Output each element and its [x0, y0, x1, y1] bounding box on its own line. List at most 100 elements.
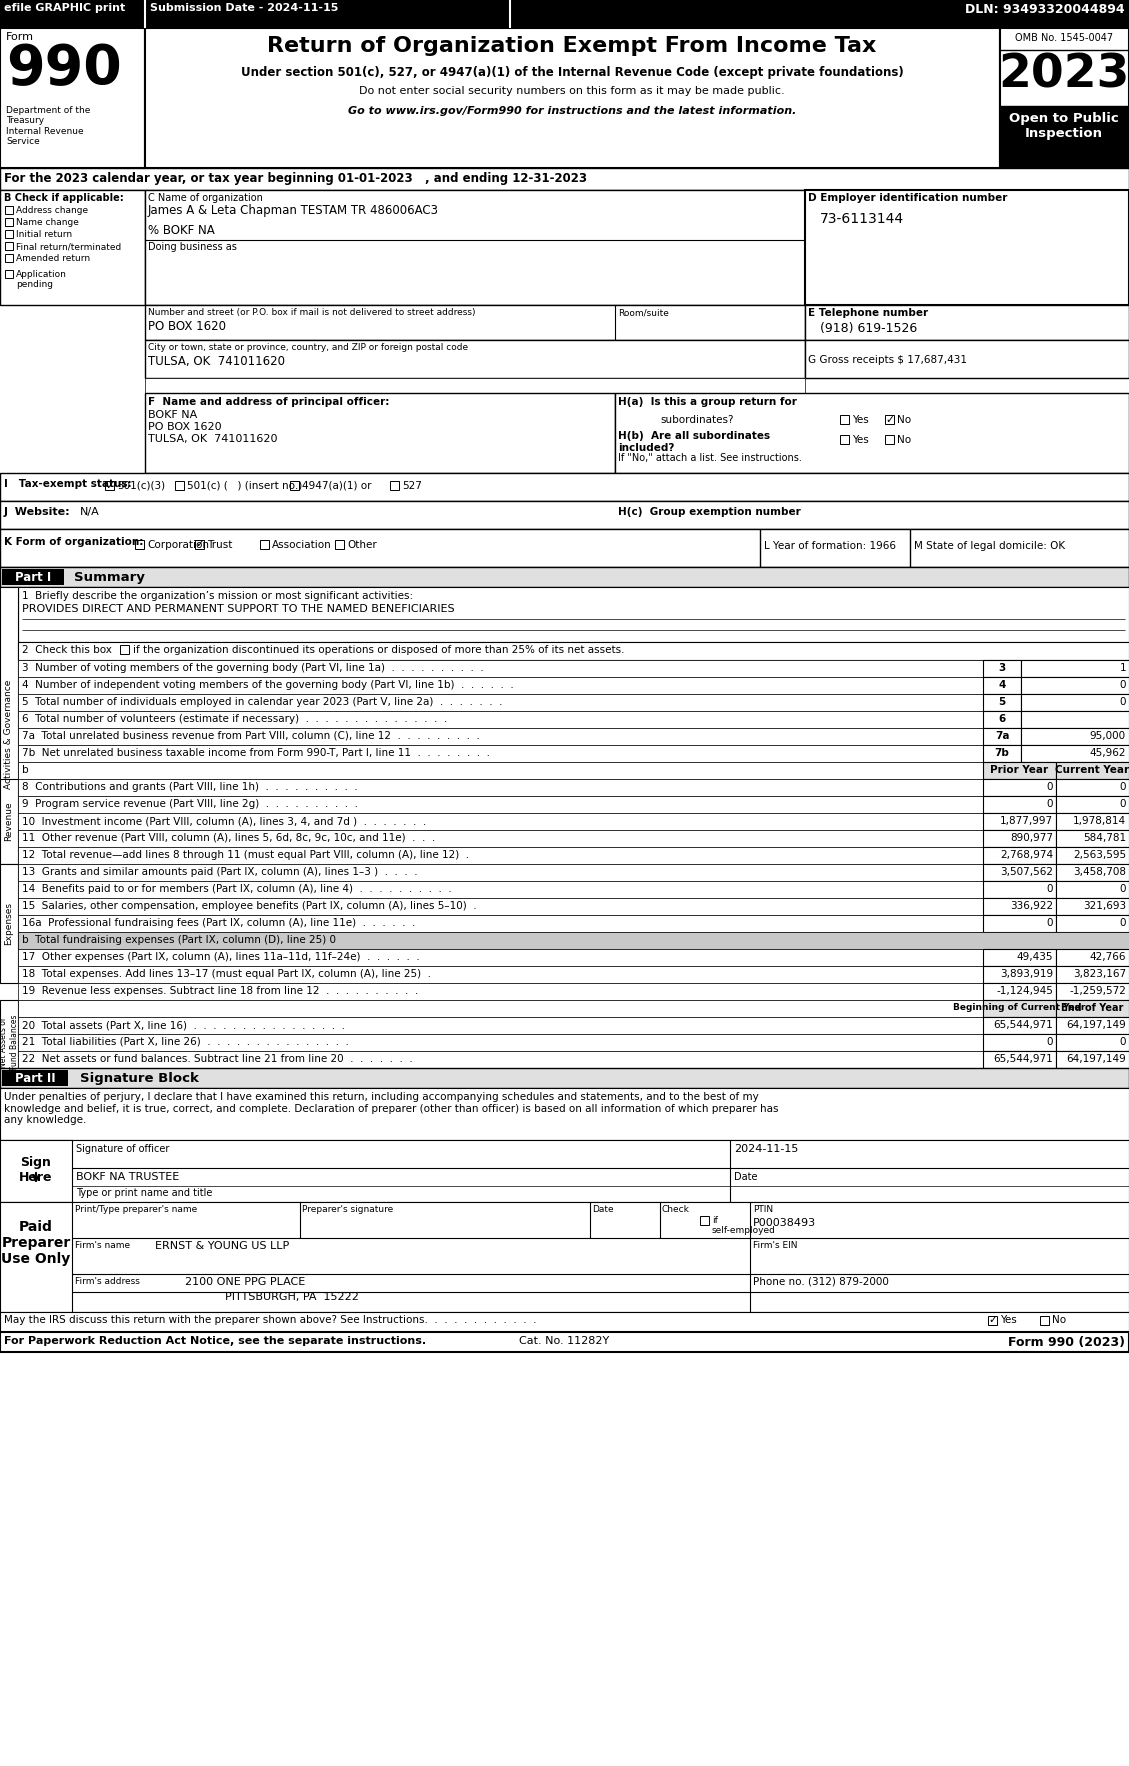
- Bar: [885, 434, 894, 443]
- Text: 14  Benefits paid to or for members (Part IX, column (A), line 4)  .  .  .  .  .: 14 Benefits paid to or for members (Part…: [21, 885, 452, 894]
- Bar: [175, 480, 184, 489]
- Text: if
self-employed: if self-employed: [712, 1217, 776, 1236]
- Bar: [615, 394, 1129, 473]
- Text: -1,124,945: -1,124,945: [996, 985, 1053, 996]
- Text: 18  Total expenses. Add lines 13–17 (must equal Part IX, column (A), line 25)  .: 18 Total expenses. Add lines 13–17 (must…: [21, 970, 431, 978]
- Text: DLN: 93493320044894: DLN: 93493320044894: [965, 4, 1124, 16]
- Text: 1,978,814: 1,978,814: [1073, 816, 1126, 826]
- Bar: [1000, 28, 1129, 168]
- Bar: [983, 984, 1056, 1000]
- Bar: [0, 864, 18, 984]
- Text: No: No: [1052, 1316, 1066, 1324]
- Bar: [0, 1141, 1129, 1203]
- Text: 321,693: 321,693: [1083, 901, 1126, 911]
- Bar: [0, 0, 1129, 28]
- Text: Address change: Address change: [16, 207, 88, 215]
- Bar: [0, 779, 18, 864]
- Bar: [1056, 864, 1129, 881]
- Bar: [18, 897, 983, 915]
- Text: Room/suite: Room/suite: [618, 307, 668, 318]
- Text: 20  Total assets (Part X, line 16)  .  .  .  .  .  .  .  .  .  .  .  .  .  .  . : 20 Total assets (Part X, line 16) . . . …: [21, 1021, 345, 1030]
- Text: 0: 0: [1120, 680, 1126, 691]
- Text: BOKF NA: BOKF NA: [148, 410, 198, 420]
- Text: 73-6113144: 73-6113144: [820, 212, 904, 226]
- Bar: [18, 728, 983, 745]
- Text: Association: Association: [272, 540, 332, 549]
- Text: City or town, state or province, country, and ZIP or foreign postal code: City or town, state or province, country…: [148, 343, 469, 351]
- Bar: [885, 415, 894, 424]
- Bar: [983, 915, 1056, 932]
- Text: Revenue: Revenue: [5, 802, 14, 841]
- Bar: [0, 473, 1129, 502]
- Text: 336,922: 336,922: [1009, 901, 1053, 911]
- Text: Number and street (or P.O. box if mail is not delivered to street address): Number and street (or P.O. box if mail i…: [148, 307, 475, 318]
- Bar: [5, 230, 14, 238]
- Text: Initial return: Initial return: [16, 230, 72, 238]
- Text: No: No: [898, 434, 911, 445]
- Text: 42,766: 42,766: [1089, 952, 1126, 962]
- Text: Name change: Name change: [16, 217, 79, 228]
- Text: Do not enter social security numbers on this form as it may be made public.: Do not enter social security numbers on …: [359, 87, 785, 95]
- Text: b  Total fundraising expenses (Part IX, column (D), line 25) 0: b Total fundraising expenses (Part IX, c…: [21, 934, 336, 945]
- Bar: [2, 1070, 68, 1086]
- Text: Sign
Here: Sign Here: [19, 1157, 53, 1183]
- Bar: [983, 745, 1021, 761]
- Text: Preparer's signature: Preparer's signature: [301, 1204, 393, 1213]
- Text: 21  Total liabilities (Part X, line 26)  .  .  .  .  .  .  .  .  .  .  .  .  .  : 21 Total liabilities (Part X, line 26) .…: [21, 1037, 349, 1047]
- Text: B Check if applicable:: B Check if applicable:: [5, 192, 124, 203]
- Text: 501(c)(3): 501(c)(3): [117, 480, 165, 491]
- Text: Under penalties of perjury, I declare that I have examined this return, includin: Under penalties of perjury, I declare th…: [5, 1091, 779, 1125]
- Text: PO BOX 1620: PO BOX 1620: [148, 422, 221, 433]
- Text: 7b: 7b: [995, 749, 1009, 758]
- Text: 5  Total number of individuals employed in calendar year 2023 (Part V, line 2a) : 5 Total number of individuals employed i…: [21, 698, 502, 706]
- Bar: [1056, 948, 1129, 966]
- Bar: [983, 948, 1056, 966]
- Text: if the organization discontinued its operations or disposed of more than 25% of : if the organization discontinued its ope…: [133, 645, 624, 655]
- Text: 2024-11-15: 2024-11-15: [734, 1144, 798, 1153]
- Bar: [18, 1000, 983, 1017]
- Bar: [18, 966, 983, 984]
- Text: If "No," attach a list. See instructions.: If "No," attach a list. See instructions…: [618, 454, 802, 463]
- Bar: [135, 540, 145, 549]
- Text: 65,544,971: 65,544,971: [994, 1021, 1053, 1030]
- Bar: [983, 897, 1056, 915]
- Text: Date: Date: [592, 1204, 614, 1213]
- Text: 0: 0: [1047, 798, 1053, 809]
- Text: 64,197,149: 64,197,149: [1066, 1054, 1126, 1063]
- Bar: [1000, 106, 1129, 168]
- Text: G Gross receipts $ 17,687,431: G Gross receipts $ 17,687,431: [808, 355, 968, 366]
- Bar: [2, 569, 64, 585]
- Bar: [18, 586, 1129, 643]
- Bar: [988, 1316, 997, 1324]
- Text: 0: 0: [1120, 782, 1126, 791]
- Text: E Telephone number: E Telephone number: [808, 307, 928, 318]
- Text: Yes: Yes: [1000, 1316, 1017, 1324]
- Text: H(c)  Group exemption number: H(c) Group exemption number: [618, 507, 800, 517]
- Bar: [18, 694, 983, 712]
- Text: 19  Revenue less expenses. Subtract line 18 from line 12  .  .  .  .  .  .  .  .: 19 Revenue less expenses. Subtract line …: [21, 985, 418, 996]
- Bar: [805, 341, 1129, 378]
- Bar: [0, 1312, 1129, 1332]
- Bar: [983, 796, 1056, 812]
- Bar: [1056, 1051, 1129, 1068]
- Bar: [5, 207, 14, 214]
- Text: 3,507,562: 3,507,562: [1000, 867, 1053, 878]
- Text: 584,781: 584,781: [1083, 834, 1126, 842]
- Text: Corporation: Corporation: [147, 540, 209, 549]
- Text: (918) 619-1526: (918) 619-1526: [820, 321, 917, 336]
- Text: Cat. No. 11282Y: Cat. No. 11282Y: [519, 1337, 610, 1346]
- Text: 3,458,708: 3,458,708: [1073, 867, 1126, 878]
- Text: End of Year: End of Year: [1061, 1003, 1123, 1014]
- Bar: [1056, 1017, 1129, 1035]
- Bar: [0, 567, 1129, 586]
- Bar: [390, 480, 399, 489]
- Text: 13  Grants and similar amounts paid (Part IX, column (A), lines 1–3 )  .  .  .  : 13 Grants and similar amounts paid (Part…: [21, 867, 418, 878]
- Bar: [18, 932, 1129, 948]
- Text: 3: 3: [998, 662, 1006, 673]
- Text: 990: 990: [6, 42, 122, 95]
- Text: Under section 501(c), 527, or 4947(a)(1) of the Internal Revenue Code (except pr: Under section 501(c), 527, or 4947(a)(1)…: [240, 65, 903, 79]
- Bar: [18, 984, 983, 1000]
- Bar: [983, 1017, 1056, 1035]
- Text: D Employer identification number: D Employer identification number: [808, 192, 1007, 203]
- Text: PITTSBURGH, PA  15222: PITTSBURGH, PA 15222: [225, 1293, 359, 1302]
